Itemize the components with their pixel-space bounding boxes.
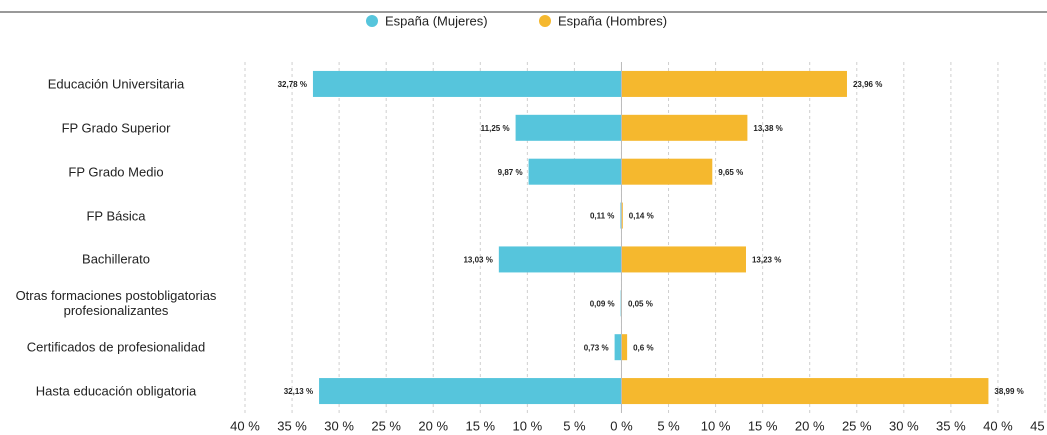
data-label: 13,38 %: [753, 124, 782, 133]
x-tick-label: 10 %: [513, 418, 543, 433]
category-label: FP Grado Medio: [68, 164, 164, 180]
x-tick-label: 25 %: [371, 418, 401, 433]
bar: [620, 202, 622, 229]
data-label: 11,25 %: [481, 124, 510, 133]
x-tick-label: 35 %: [936, 418, 966, 433]
bar: [621, 158, 713, 185]
x-tick-label: 0 %: [610, 418, 633, 433]
x-tick-label: 40 %: [983, 418, 1013, 433]
x-tick-label: 25 %: [842, 418, 872, 433]
bar: [498, 246, 622, 273]
data-label: 9,65 %: [718, 168, 743, 177]
category-label: Bachillerato: [82, 251, 150, 267]
x-tick-label: 45 %: [1030, 418, 1047, 433]
x-tick-label: 20 %: [795, 418, 825, 433]
legend-label: España (Mujeres): [385, 13, 488, 28]
x-tick-label: 35 %: [277, 418, 307, 433]
data-label: 32,13 %: [284, 387, 313, 396]
legend-swatch: [539, 15, 551, 27]
x-tick-label: 30 %: [324, 418, 354, 433]
x-tick-label: 20 %: [418, 418, 448, 433]
data-label: 38,99 %: [994, 387, 1023, 396]
legend-label: España (Hombres): [558, 13, 667, 28]
x-tick-label: 30 %: [889, 418, 919, 433]
bar: [319, 378, 622, 405]
bar: [621, 70, 847, 97]
bar: [621, 114, 748, 141]
x-tick-label: 5 %: [657, 418, 680, 433]
data-label: 9,87 %: [498, 168, 523, 177]
x-tick-label: 15 %: [465, 418, 495, 433]
x-tick-label: 15 %: [748, 418, 778, 433]
data-label: 0,09 %: [590, 299, 615, 308]
x-tick-label: 40 %: [230, 418, 260, 433]
data-label: 0,14 %: [629, 212, 654, 221]
bar: [614, 334, 622, 361]
data-label: 0,05 %: [628, 299, 653, 308]
bar: [621, 246, 746, 273]
category-label: FP Básica: [86, 208, 146, 224]
bar: [515, 114, 622, 141]
category-label: Educación Universitaria: [47, 76, 185, 92]
data-label: 0,73 %: [584, 343, 609, 352]
category-label: Hasta educación obligatoria: [35, 383, 197, 399]
bar: [621, 202, 623, 229]
category-label: Certificados de profesionalidad: [26, 339, 206, 355]
x-tick-label: 10 %: [701, 418, 731, 433]
bar: [312, 70, 622, 97]
data-label: 0,6 %: [633, 343, 653, 352]
data-label: 0,11 %: [590, 212, 614, 221]
legend-swatch: [366, 15, 378, 27]
data-label: 32,78 %: [278, 80, 307, 89]
data-label: 23,96 %: [853, 80, 882, 89]
bar: [621, 378, 989, 405]
bar: [621, 334, 628, 361]
bar: [528, 158, 622, 185]
data-label: 13,03 %: [463, 256, 492, 265]
category-label: FP Grado Superior: [61, 120, 171, 136]
category-label: Otras formaciones postobligatorias profe…: [15, 288, 217, 319]
x-tick-label: 5 %: [563, 418, 586, 433]
data-label: 13,23 %: [752, 256, 781, 265]
